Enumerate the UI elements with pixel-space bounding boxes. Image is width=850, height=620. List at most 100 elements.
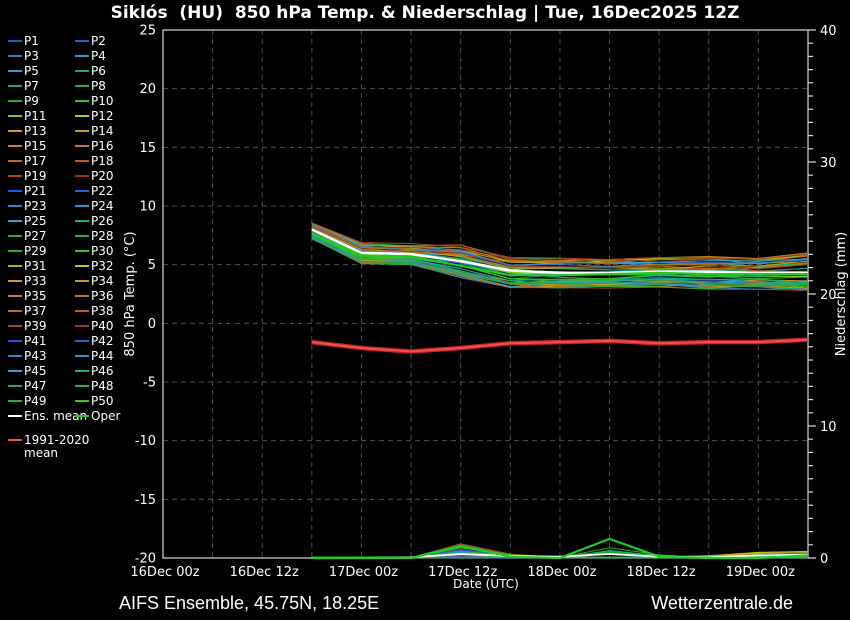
right-axis-tick-label: 40: [820, 24, 837, 39]
legend-member-P27-swatch: [8, 234, 22, 237]
legend-member-P18: P18: [75, 155, 142, 167]
legend-member-P9: P9: [8, 95, 75, 107]
legend-member-P25-label: P25: [24, 213, 47, 228]
legend-member-P37: P37: [8, 305, 75, 317]
legend-member-P3-swatch: [8, 54, 22, 57]
x-axis-tick-label: 18Dec 00z: [527, 565, 596, 580]
climate-legend-label: 1991-2020 mean: [24, 433, 90, 460]
legend-ens-mean: Ens. mean: [8, 410, 87, 422]
legend-row: P45 P46: [8, 363, 142, 378]
legend-member-P5-label: P5: [24, 63, 39, 78]
legend-member-P44: P44: [75, 350, 142, 362]
legend-member-P3: P3: [8, 50, 75, 62]
legend-member-P32: P32: [75, 260, 142, 272]
legend-oper: Oper: [75, 410, 142, 422]
legend-member-P31: P31: [8, 260, 75, 272]
legend-ens-mean-label: Ens. mean: [24, 408, 88, 423]
legend-member-P42-swatch: [75, 339, 89, 342]
legend-member-P36-label: P36: [91, 288, 114, 303]
chart-title: Siklós (HU) 850 hPa Temp. & Niederschlag…: [110, 3, 740, 23]
legend-member-P22-label: P22: [91, 183, 114, 198]
legend-member-P41: P41: [8, 335, 75, 347]
legend-member-P49: P49: [8, 395, 75, 407]
legend-member-P45-label: P45: [24, 363, 47, 378]
legend-member-P15-swatch: [8, 144, 22, 147]
left-axis-tick-label: 20: [139, 82, 156, 97]
left-axis-tick-label: 25: [139, 24, 156, 39]
model-location-caption: AIFS Ensemble, 45.75N, 18.25E: [119, 593, 380, 613]
legend-member-P16-label: P16: [91, 138, 114, 153]
legend-member-P14-label: P14: [91, 123, 114, 138]
legend-row: P11 P12: [8, 108, 142, 123]
legend-member-P38: P38: [75, 305, 142, 317]
legend-member-P46: P46: [75, 365, 142, 377]
legend-ens-mean-swatch: [8, 414, 22, 417]
legend-member-P43-swatch: [8, 354, 22, 357]
legend-member-P40-swatch: [75, 324, 89, 327]
legend-member-P25-swatch: [8, 219, 22, 222]
legend-member-P10-swatch: [75, 99, 89, 102]
legend-member-P14: P14: [75, 125, 142, 137]
legend-member-P1-label: P1: [24, 33, 39, 48]
legend-row: P39 P40: [8, 318, 142, 333]
x-axis-title: Date (UTC): [453, 577, 519, 591]
legend-row: P25 P26: [8, 213, 142, 228]
legend-member-P48-label: P48: [91, 378, 114, 393]
x-axis-tick-label: 17Dec 12z: [428, 565, 497, 580]
member-temp-line-P49: [311, 237, 809, 290]
legend-member-P32-label: P32: [91, 258, 114, 273]
legend-member-P11-swatch: [8, 114, 22, 117]
legend-row: P35 P36: [8, 288, 142, 303]
legend-member-P33-swatch: [8, 279, 22, 282]
legend-member-P17-swatch: [8, 159, 22, 162]
legend-member-P26-label: P26: [91, 213, 114, 228]
legend-member-P33-label: P33: [24, 273, 47, 288]
legend-member-P13-label: P13: [24, 123, 47, 138]
legend-row: P13 P14: [8, 123, 142, 138]
legend-member-P22-swatch: [75, 189, 89, 192]
legend-member-P44-label: P44: [91, 348, 114, 363]
legend-member-P20-label: P20: [91, 168, 114, 183]
legend-member-P48: P48: [75, 380, 142, 392]
legend-member-P45: P45: [8, 365, 75, 377]
legend-member-P47: P47: [8, 380, 75, 392]
legend-row: P1 P2: [8, 33, 142, 48]
left-axis-tick-label: 5: [148, 258, 156, 273]
legend-member-P1: P1: [8, 35, 75, 47]
legend-member-P25: P25: [8, 215, 75, 227]
legend-member-P47-swatch: [8, 384, 22, 387]
legend-member-P2-swatch: [75, 39, 89, 42]
legend-member-P10: P10: [75, 95, 142, 107]
oper-temp-line: [311, 231, 808, 277]
x-axis-tick-label: 19Dec 00z: [726, 565, 795, 580]
legend-member-P27: P27: [8, 230, 75, 242]
legend-member-P35-label: P35: [24, 288, 47, 303]
legend-member-P6: P6: [75, 65, 142, 77]
right-axis-tick-label: 0: [820, 552, 828, 567]
legend-member-P5: P5: [8, 65, 75, 77]
legend-member-P42: P42: [75, 335, 142, 347]
legend-member-P10-label: P10: [91, 93, 114, 108]
legend-member-P42-label: P42: [91, 333, 114, 348]
legend-member-P19-label: P19: [24, 168, 47, 183]
legend-member-P38-label: P38: [91, 303, 114, 318]
climate-mean-line-core: [311, 338, 809, 353]
legend-member-P7: P7: [8, 80, 75, 92]
left-axis-tick-label: 15: [139, 141, 156, 156]
legend-member-P30-swatch: [75, 249, 89, 252]
legend-member-P35: P35: [8, 290, 75, 302]
legend-row: P9 P10: [8, 93, 142, 108]
right-axis-title: Niederschlag (mm): [834, 231, 849, 357]
legend-row: P3 P4: [8, 48, 142, 63]
legend-member-P41-swatch: [8, 339, 22, 342]
legend-row: P17 P18: [8, 153, 142, 168]
left-axis-tick-label: -20: [135, 552, 156, 567]
legend-member-P2-label: P2: [91, 33, 106, 48]
left-axis-tick-label: -10: [135, 434, 156, 449]
legend-member-P36: P36: [75, 290, 142, 302]
member-temp-line-P43: [311, 224, 809, 267]
x-axis-tick-label: 16Dec 12z: [230, 565, 299, 580]
legend-row: P23 P24: [8, 198, 142, 213]
legend-member-P31-swatch: [8, 264, 22, 267]
left-axis-tick-label: 10: [139, 200, 156, 215]
